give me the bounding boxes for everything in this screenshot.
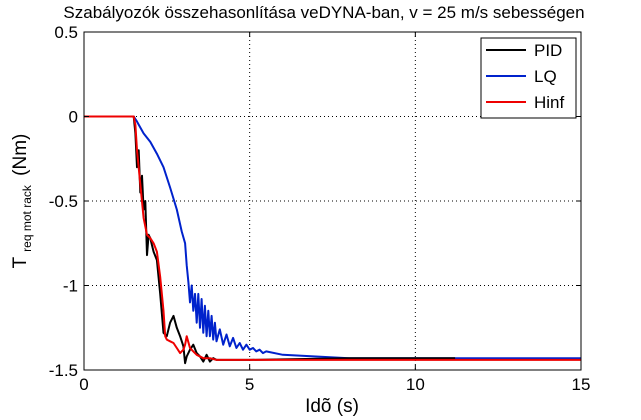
tick-label-layer: 0 5 10 15 0.5 0 -0.5 -1 -1.5	[49, 23, 591, 394]
y-axis-label: T req mot rack (Nm)	[10, 134, 36, 269]
x-tick-label: 15	[572, 375, 591, 394]
legend: PID LQ Hinf	[480, 37, 577, 119]
y-tick-label: -1.5	[49, 361, 78, 380]
y-axis-label-main: T	[10, 256, 31, 268]
chart-title: Szabályozók összehasonlítása veDYNA-ban,…	[63, 3, 584, 22]
y-tick-label: 0.5	[54, 23, 78, 42]
legend-box	[480, 37, 577, 119]
x-axis-label: Idõ (s)	[305, 396, 359, 417]
y-tick-label: -1	[63, 277, 78, 296]
legend-label-pid: PID	[534, 41, 562, 60]
x-tick-label: 0	[79, 375, 88, 394]
legend-label-hinf: Hinf	[534, 93, 565, 112]
series-line-pid	[84, 115, 456, 365]
y-axis-label-unit: (Nm)	[10, 134, 31, 176]
grid	[84, 32, 581, 370]
y-axis-label-subscript: req mot rack	[20, 184, 34, 252]
series-layer	[84, 115, 581, 365]
y-tick-label: -0.5	[49, 192, 78, 211]
series-line-hinf	[84, 115, 581, 361]
tick-layer	[83, 31, 582, 371]
legend-label-lq: LQ	[534, 67, 557, 86]
x-tick-label: 5	[245, 375, 254, 394]
y-tick-label: 0	[69, 108, 78, 127]
x-tick-label: 10	[406, 375, 425, 394]
series-line-lq	[84, 115, 581, 360]
